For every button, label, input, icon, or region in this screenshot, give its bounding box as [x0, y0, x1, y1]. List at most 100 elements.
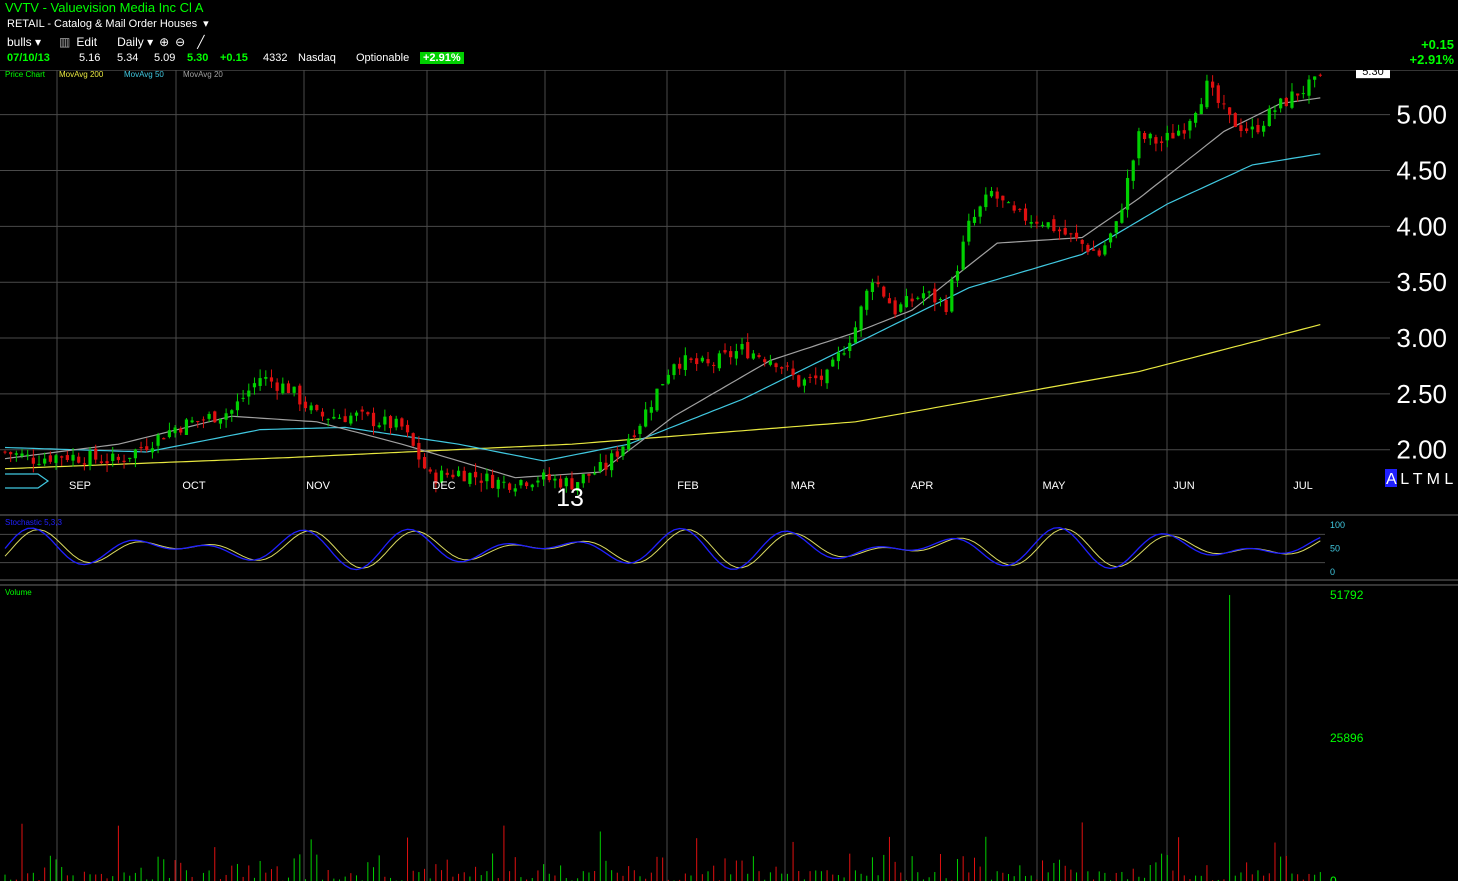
candle-body [156, 434, 160, 446]
candle-body [133, 449, 137, 459]
chevron-down-icon[interactable]: ▾ [203, 18, 209, 30]
candle-body [904, 296, 909, 308]
candle-body [298, 385, 302, 405]
period-selector[interactable]: Daily ▾ [117, 35, 154, 49]
candle-body [967, 220, 971, 242]
candle-body [1199, 104, 1203, 115]
candle-body [785, 365, 789, 367]
month-label: DEC [432, 480, 455, 492]
candle-body [332, 416, 336, 419]
candle-body [128, 457, 132, 459]
candle-body [621, 446, 625, 456]
candle-body [162, 438, 166, 440]
zoom-out-icon[interactable]: ⊖ [175, 35, 186, 49]
candle-body [394, 418, 398, 428]
chart-header: VVTV - Valuevision Media Inc Cl A RETAIL… [0, 0, 1458, 70]
candle-body [610, 453, 614, 471]
candle-body [1233, 113, 1237, 128]
price-tick-label: 2.00 [1396, 435, 1447, 465]
candle-body [94, 448, 98, 460]
candle-body [468, 473, 472, 484]
month-label: FEB [677, 480, 698, 492]
candle-body [1012, 205, 1016, 211]
candle-body [661, 384, 665, 386]
candle-body [763, 359, 767, 363]
alt-buttons[interactable]: A L T M L [1386, 471, 1453, 488]
candle-body [167, 430, 172, 438]
candle-body [1125, 177, 1130, 210]
candle-body [700, 357, 704, 362]
candle-body [20, 453, 24, 457]
candle-body [734, 351, 738, 359]
candle-body [695, 358, 699, 365]
stoch-tick-label: 50 [1330, 544, 1340, 554]
month-label: JUL [1293, 480, 1313, 492]
edit-button[interactable]: Edit [76, 35, 98, 49]
chart-toolbar: bulls ▾ ▥ Edit Daily ▾ ⊕ ⊖ ╱ [7, 35, 204, 49]
pct-badge: +2.91% [420, 52, 464, 64]
quote-low: 5.09 [154, 52, 176, 64]
zoom-in-icon[interactable]: ⊕ [159, 35, 170, 49]
candle-body [910, 298, 914, 302]
period-name: Daily [117, 35, 144, 49]
draw-tool-icon[interactable]: ╱ [197, 35, 205, 49]
list-selector[interactable]: bulls ▾ [7, 35, 42, 49]
scroll-arrow-icon[interactable] [5, 473, 50, 489]
change-summary: +0.15 +2.91% [1410, 37, 1454, 67]
ma200-line [4, 324, 1321, 470]
candle-body [916, 297, 920, 299]
ma50-line [4, 153, 1321, 462]
industry-label[interactable]: RETAIL - Catalog & Mail Order Houses ▾ [7, 17, 209, 30]
stoch-d-line [4, 528, 1321, 569]
candle-body [1301, 93, 1305, 95]
candle-body [139, 447, 143, 449]
candle-body [1188, 120, 1192, 131]
candle-body [842, 353, 846, 355]
candle-body [604, 462, 608, 470]
candle-body [241, 397, 245, 399]
symbol-title: VVTV - Valuevision Media Inc Cl A [5, 0, 204, 15]
candle-body [1165, 132, 1169, 141]
candle-body [269, 377, 274, 382]
stoch-k-line [4, 527, 1321, 571]
candle-body [275, 382, 279, 391]
candle-body [513, 488, 517, 492]
candle-body [286, 383, 291, 394]
candle-body [1250, 126, 1254, 130]
candle-body [173, 427, 177, 434]
moving-averages [4, 97, 1321, 479]
candle-body [859, 306, 863, 330]
candle-body [1046, 222, 1050, 228]
candle-body [1137, 131, 1141, 159]
axis-labels: 5.00 4.50 4.00 3.50 3.00 2.50 2.00 SEP OCT NOV DEC… [5, 70, 1453, 512]
volume-title: Volume [5, 588, 32, 597]
candle-body [950, 279, 954, 312]
candle-body [1211, 81, 1215, 88]
list-name: bulls [7, 35, 32, 49]
candle-body [485, 473, 489, 482]
candle-body [60, 456, 64, 458]
price-chart[interactable]: 5.00 4.50 4.00 3.50 3.00 2.50 2.00 SEP OCT NOV DEC… [0, 70, 1458, 881]
candle-body [235, 401, 240, 411]
bar-chart-icon[interactable]: ▥ [59, 35, 71, 49]
candle-body [54, 455, 58, 463]
candle-body [258, 378, 262, 386]
quote-change: +0.15 [220, 52, 248, 64]
price-tick-label: 4.00 [1396, 211, 1447, 241]
candle-body [326, 418, 330, 420]
candle-body [388, 416, 393, 429]
candle-body [802, 379, 807, 386]
candle-body [632, 435, 636, 438]
candle-body [899, 304, 903, 312]
candle-body [473, 471, 478, 478]
candle-body [848, 342, 852, 351]
alt-highlight[interactable] [1385, 469, 1397, 487]
candle-body [740, 343, 744, 350]
candle-body [105, 461, 109, 464]
candle-body [576, 482, 580, 491]
candle-body [37, 463, 41, 465]
candle-body [593, 473, 597, 475]
candle-body [82, 463, 86, 465]
candle-body [1040, 224, 1045, 226]
candle-body [1063, 227, 1067, 235]
